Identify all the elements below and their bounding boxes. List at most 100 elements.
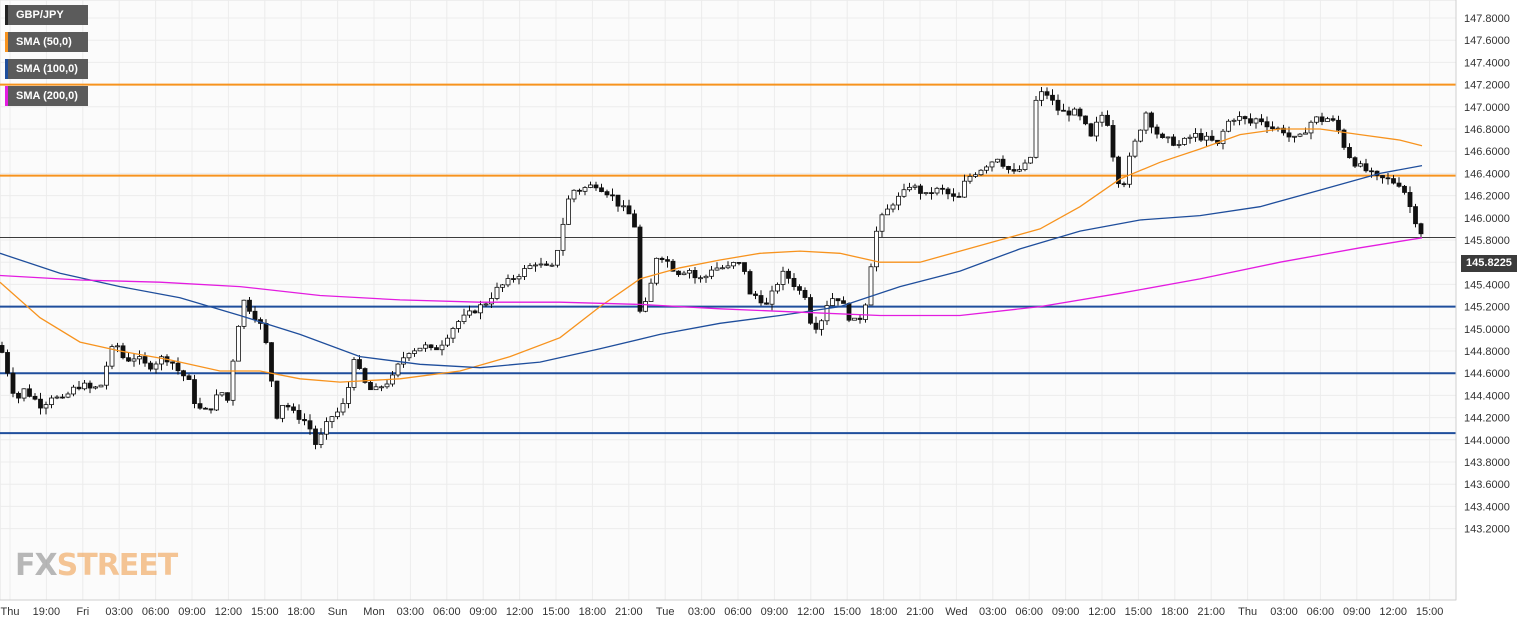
candle-up (346, 387, 351, 404)
candle-up (868, 266, 874, 306)
candle-down (1066, 110, 1072, 116)
candle-down (170, 361, 175, 364)
candle-up (21, 388, 27, 399)
candle-down (1077, 108, 1083, 117)
candle-down (368, 382, 373, 391)
candle-down (511, 278, 516, 280)
candle-up (335, 411, 340, 418)
legend-label: SMA (100,0) (16, 63, 78, 75)
candle-down (791, 277, 797, 287)
candle-down (758, 295, 764, 304)
candle-down (747, 271, 753, 295)
candle-down (615, 194, 621, 207)
candle-down (357, 359, 362, 369)
x-tick-label: 18:00 (287, 606, 315, 618)
sma-200-line (0, 237, 1423, 317)
sma-50-line (0, 128, 1423, 383)
logo-part-street: STREET (56, 548, 179, 583)
y-tick-label: 143.8000 (1464, 457, 1510, 469)
candle-down (813, 322, 819, 330)
y-tick-label: 143.4000 (1464, 501, 1510, 513)
candle-down (1330, 118, 1336, 121)
x-tick-label: 19:00 (33, 606, 61, 618)
candle-down (659, 257, 665, 261)
legend-item-sma100[interactable]: SMA (100,0) (5, 59, 88, 79)
candle-up (461, 314, 467, 322)
x-tick-label: Thu (1238, 606, 1257, 618)
x-tick-label: 21:00 (906, 606, 934, 618)
y-tick-label: 146.2000 (1464, 191, 1510, 203)
y-tick-label: 146.6000 (1464, 146, 1510, 158)
candle-down (10, 372, 16, 394)
y-tick-label: 147.8000 (1464, 13, 1510, 25)
legend-item-symbol[interactable]: GBP/JPY (5, 5, 88, 25)
x-tick-label: Fri (76, 606, 89, 618)
candle-down (269, 342, 274, 382)
legend-item-sma50[interactable]: SMA (50,0) (5, 32, 88, 52)
candle-down (203, 407, 208, 410)
candle-down (857, 317, 863, 320)
candle-down (434, 347, 439, 351)
candle-down (428, 344, 434, 349)
candle-down (225, 392, 230, 401)
y-tick-label: 146.0000 (1464, 213, 1510, 225)
candle-down (1270, 126, 1275, 130)
candle-down (181, 370, 186, 377)
candle-down (764, 302, 769, 305)
candle-up (1193, 133, 1198, 138)
candle-down (27, 388, 32, 397)
candle-down (1171, 136, 1176, 146)
candle-up (522, 268, 527, 277)
candle-up (49, 397, 54, 405)
candle-down (252, 310, 258, 320)
y-tick-label: 143.6000 (1464, 479, 1510, 491)
candle-up (401, 357, 406, 365)
candle-up (923, 192, 929, 195)
candle-up (54, 396, 60, 399)
candle-down (1050, 94, 1055, 101)
candle-up (1303, 132, 1308, 135)
x-tick-label: 12:00 (215, 606, 243, 618)
x-tick-label: 06:00 (142, 606, 170, 618)
candle-down (1198, 133, 1204, 141)
candle-up (1176, 144, 1182, 146)
candle-up (681, 272, 687, 276)
candle-down (742, 262, 747, 272)
legend-label: SMA (50,0) (16, 36, 72, 48)
candle-down (274, 380, 280, 419)
y-tick-label: 144.2000 (1464, 413, 1510, 425)
candle-up (654, 257, 659, 284)
candle-down (665, 259, 670, 262)
candle-up (643, 301, 648, 312)
x-tick-label: 03:00 (688, 606, 716, 618)
candle-down (1413, 206, 1418, 225)
candle-up (1127, 155, 1132, 185)
x-tick-label: 15:00 (1125, 606, 1153, 618)
candle-down (126, 357, 131, 362)
candle-down (1391, 178, 1396, 184)
candle-up (456, 321, 461, 329)
candle-up (830, 298, 835, 306)
candle-down (577, 189, 582, 192)
candle-down (1396, 182, 1402, 187)
candle-down (951, 193, 956, 197)
candle-up (885, 208, 890, 216)
x-tick-label: 09:00 (761, 606, 789, 618)
candle-up (351, 359, 357, 388)
candle-down (753, 293, 758, 296)
candle-down (956, 195, 962, 198)
candle-up (214, 394, 219, 411)
candle-down (263, 322, 269, 344)
candle-down (846, 303, 852, 321)
legend-swatch (5, 59, 8, 79)
candle-up (340, 403, 346, 413)
legend-item-sma200[interactable]: SMA (200,0) (5, 86, 88, 106)
candle-up (1292, 135, 1297, 138)
candle-down (1352, 157, 1358, 167)
candle-up (467, 310, 472, 316)
candle-up (912, 185, 918, 188)
candle-up (1099, 114, 1105, 123)
candle-up (1358, 163, 1363, 167)
candle-up (219, 392, 225, 396)
